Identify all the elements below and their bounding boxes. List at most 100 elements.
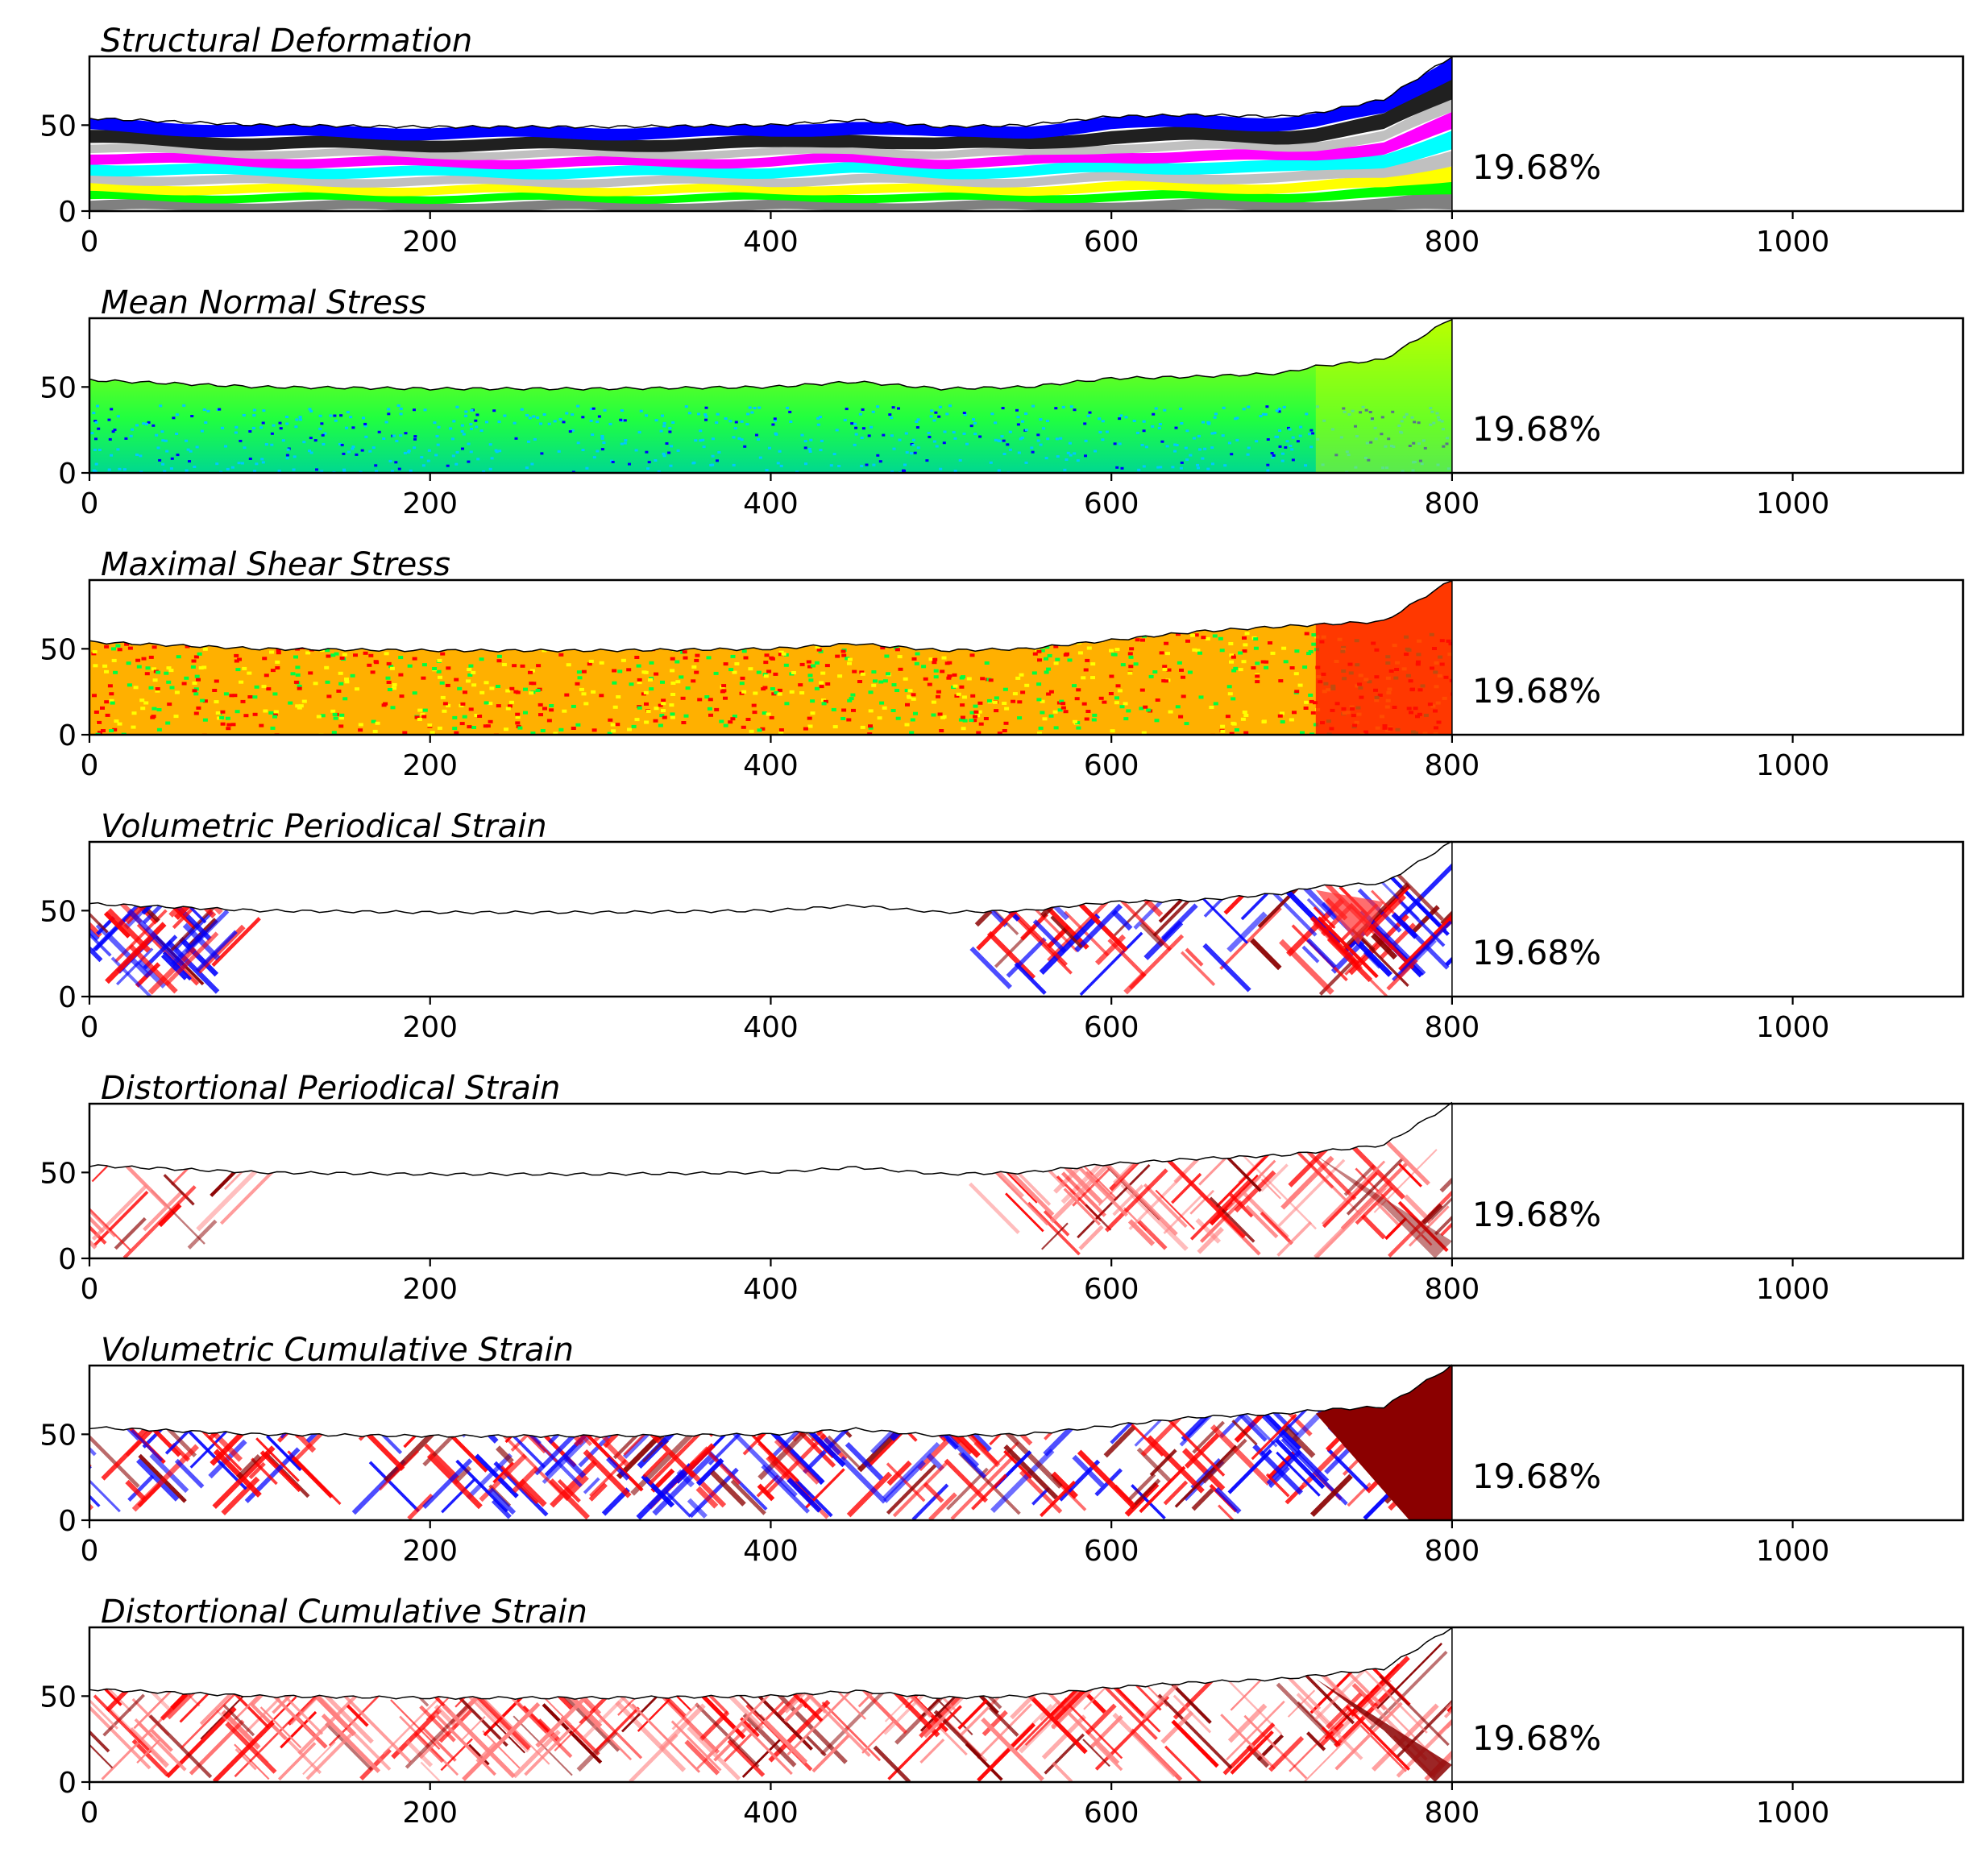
x-tick-label: 200 <box>402 226 458 259</box>
x-tick-label: 0 <box>81 487 99 520</box>
x-tick-label: 200 <box>402 487 458 520</box>
axes-frame <box>88 1626 1965 1784</box>
surface-line <box>89 1627 1453 1782</box>
x-tick-label: 800 <box>1425 487 1480 520</box>
panel-title: Volumetric Periodical Strain <box>101 808 547 845</box>
field-1 <box>89 319 1452 473</box>
x-tick-label: 0 <box>81 1011 99 1044</box>
x-tick-label: 0 <box>81 749 99 782</box>
field-2 <box>89 580 1452 735</box>
y-tick-label: 50 <box>39 1681 77 1714</box>
axes-frame <box>88 578 1965 736</box>
x-tick-label: 400 <box>743 1797 799 1830</box>
panel-title: Maximal Shear Stress <box>101 546 450 583</box>
y-tick-label: 0 <box>58 458 77 491</box>
x-tick-label: 1000 <box>1756 1011 1830 1044</box>
panel-title: Mean Normal Stress <box>101 284 426 321</box>
y-tick-label: 0 <box>58 981 77 1014</box>
y-tick-label: 50 <box>39 371 77 404</box>
x-tick-label: 400 <box>743 1273 799 1306</box>
x-tick-label: 200 <box>402 1273 458 1306</box>
percent-annotation: 19.68% <box>1472 933 1601 972</box>
field-5 <box>89 1366 1452 1520</box>
layer-2 <box>89 166 1452 197</box>
y-tick-label: 50 <box>39 633 77 666</box>
layer-8 <box>89 58 1452 141</box>
percent-annotation: 19.68% <box>1472 671 1601 711</box>
axes-frame <box>88 840 1965 998</box>
x-tick-label: 600 <box>1084 1535 1139 1568</box>
x-tick-label: 1000 <box>1756 1273 1830 1306</box>
x-tick-label: 1000 <box>1756 487 1830 520</box>
x-tick-label: 800 <box>1425 1011 1480 1044</box>
surface-line <box>89 580 1453 735</box>
layer-4 <box>89 131 1452 180</box>
x-tick-label: 600 <box>1084 1273 1139 1306</box>
x-tick-label: 400 <box>743 1535 799 1568</box>
field-6 <box>89 1627 1452 1782</box>
panel-title: Structural Deformation <box>101 23 472 60</box>
panel-2: 0 200 400 600 800 1000 0 50 Maximal Shear Stress… <box>39 546 1965 782</box>
surface-line <box>89 1364 1453 1520</box>
y-tick-label: 0 <box>58 1767 77 1800</box>
x-tick-label: 200 <box>402 1535 458 1568</box>
x-tick-label: 800 <box>1425 1273 1480 1306</box>
x-tick-label: 1000 <box>1756 749 1830 782</box>
x-tick-label: 1000 <box>1756 1797 1830 1830</box>
x-tick-label: 600 <box>1084 226 1139 259</box>
x-tick-label: 0 <box>81 1273 99 1306</box>
y-tick-label: 0 <box>58 1243 77 1276</box>
panel-6: 0 200 400 600 800 1000 0 50 Distortional Cumulat… <box>39 1594 1965 1830</box>
layer-0 <box>89 193 1452 211</box>
layer-3 <box>89 151 1452 189</box>
x-tick-label: 400 <box>743 487 799 520</box>
y-tick-label: 0 <box>58 719 77 752</box>
axes-frame <box>88 317 1965 475</box>
x-tick-label: 600 <box>1084 487 1139 520</box>
x-tick-label: 1000 <box>1756 226 1830 259</box>
y-tick-label: 50 <box>39 895 77 928</box>
x-tick-label: 400 <box>743 1011 799 1044</box>
surface-line <box>89 319 1453 473</box>
layer-7 <box>89 77 1452 153</box>
y-tick-label: 50 <box>39 1157 77 1190</box>
y-tick-label: 50 <box>39 110 77 143</box>
panel-title: Distortional Periodical Strain <box>101 1070 560 1107</box>
y-tick-label: 0 <box>58 1505 77 1538</box>
x-tick-label: 0 <box>81 226 99 259</box>
x-tick-label: 1000 <box>1756 1535 1830 1568</box>
axes-frame <box>88 1364 1965 1522</box>
percent-annotation: 19.68% <box>1472 1457 1601 1496</box>
x-tick-label: 200 <box>402 1797 458 1830</box>
panel-title: Distortional Cumulative Strain <box>101 1594 587 1631</box>
x-tick-label: 600 <box>1084 1011 1139 1044</box>
field-4 <box>89 1104 1452 1258</box>
panel-4: 0 200 400 600 800 1000 0 50 Distortional Periodi… <box>39 1070 1965 1306</box>
percent-annotation: 19.68% <box>1472 1718 1601 1758</box>
layer-6 <box>89 97 1452 160</box>
percent-annotation: 19.68% <box>1472 147 1601 187</box>
panel-5: 0 200 400 600 800 1000 0 50 Volumetric Cumulativ… <box>39 1332 1965 1568</box>
x-tick-label: 200 <box>402 1011 458 1044</box>
field-0 <box>89 58 1452 211</box>
axes-frame <box>88 1102 1965 1260</box>
x-tick-label: 800 <box>1425 1535 1480 1568</box>
y-tick-label: 50 <box>39 1419 77 1452</box>
surface-line <box>89 1101 1453 1258</box>
x-tick-label: 200 <box>402 749 458 782</box>
x-tick-label: 0 <box>81 1535 99 1568</box>
x-tick-label: 800 <box>1425 226 1480 259</box>
x-tick-label: 800 <box>1425 1797 1480 1830</box>
field-3 <box>89 842 1452 997</box>
layer-5 <box>89 111 1452 170</box>
axes-frame <box>88 55 1965 213</box>
panel-title: Volumetric Cumulative Strain <box>101 1332 574 1369</box>
x-tick-label: 600 <box>1084 1797 1139 1830</box>
surface-line <box>89 56 1453 211</box>
x-tick-label: 600 <box>1084 749 1139 782</box>
x-tick-label: 400 <box>743 749 799 782</box>
panel-3: 0 200 400 600 800 1000 0 50 Volumetric Periodica… <box>39 808 1965 1044</box>
panel-0: 0 200 400 600 800 1000 0 50 Structural Deformati… <box>39 23 1965 259</box>
x-tick-label: 800 <box>1425 749 1480 782</box>
